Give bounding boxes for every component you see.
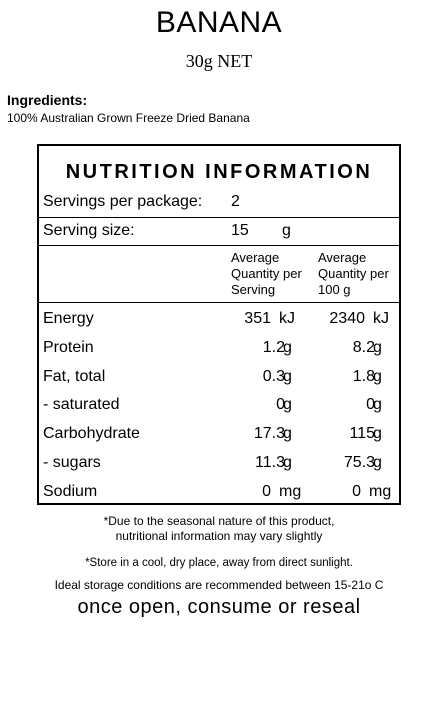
col-header-per-100g: Average Quantity per 100 g [318, 250, 389, 298]
reseal-instruction: once open, consume or reseal [77, 596, 361, 618]
ingredients-text: 100% Australian Grown Freeze Dried Banan… [7, 111, 250, 125]
per-serving-value: 11.3 [255, 454, 285, 471]
nutrient-label: - sugars [43, 454, 101, 471]
seasonal-note-line: *Due to the seasonal nature of this prod… [103, 514, 335, 528]
nutrient-label: - saturated [43, 396, 120, 413]
per-serving-unit: g [283, 454, 292, 471]
serving-size-value: 15 [231, 222, 249, 239]
product-name: BANANA [155, 6, 283, 39]
serving-size-label: Serving size: [43, 222, 135, 239]
per-100g-unit: g [373, 425, 382, 442]
per-100g-value: 75.3 [343, 454, 375, 471]
col-header-line: 100 g [318, 282, 351, 297]
ingredients-heading: Ingredients: [7, 92, 88, 108]
per-100g-unit: g [373, 396, 382, 413]
nutrition-panel: NUTRITION INFORMATION Servings per packa… [37, 144, 401, 505]
per-serving-unit: g [283, 368, 292, 385]
nutrient-label: Fat, total [43, 368, 106, 385]
col-header-per-serving: Average Quantity per Serving [231, 250, 302, 298]
seasonal-note: *Due to the seasonal nature of this prod… [0, 514, 438, 544]
per-serving-unit: g [283, 396, 292, 413]
divider [39, 302, 399, 303]
nutrient-label: Sodium [43, 483, 98, 500]
ideal-storage-note: Ideal storage conditions are recommended… [54, 578, 384, 592]
per-100g-value: 115 [349, 425, 375, 442]
nutrient-label: Carbohydrate [43, 425, 140, 442]
col-header-line: Average [231, 250, 280, 265]
nutrient-label: Energy [43, 310, 94, 327]
per-serving-unit: g [283, 339, 292, 356]
servings-label: Servings per package: [43, 193, 203, 210]
col-header-line: Average [318, 250, 367, 265]
seasonal-note-line: nutritional information may vary slightl… [115, 529, 323, 543]
serving-size-unit: g [282, 222, 291, 239]
col-header-line: Quantity per [318, 266, 389, 281]
per-serving-value: 1.2 [262, 339, 285, 356]
per-100g-value: 2340 [329, 310, 365, 327]
per-serving-unit: mg [279, 483, 302, 500]
per-100g-value: 0 [366, 396, 375, 413]
per-serving-unit: g [283, 425, 292, 442]
divider [39, 245, 399, 246]
per-serving-value: 17.3 [253, 425, 285, 442]
per-100g-unit: kJ [373, 310, 389, 327]
per-100g-unit: g [373, 454, 382, 471]
per-serving-value: 0 [276, 396, 285, 413]
panel-title: NUTRITION INFORMATION [65, 161, 373, 183]
col-header-line: Quantity per [231, 266, 302, 281]
per-100g-unit: g [373, 339, 382, 356]
per-serving-value: 0.3 [262, 368, 285, 385]
col-header-line: Serving [231, 282, 276, 297]
per-serving-value: 0 [262, 483, 271, 500]
divider [39, 217, 399, 218]
per-100g-value: 1.8 [352, 368, 375, 385]
per-100g-value: 8.2 [352, 339, 375, 356]
net-weight: 30g NET [185, 51, 253, 71]
storage-note: *Store in a cool, dry place, away from d… [85, 557, 353, 569]
per-100g-unit: g [373, 368, 382, 385]
per-100g-unit: mg [369, 483, 392, 500]
per-serving-value: 351 [244, 310, 271, 327]
servings-value: 2 [231, 193, 240, 210]
per-100g-value: 0 [352, 483, 361, 500]
per-serving-unit: kJ [279, 310, 295, 327]
nutrient-label: Protein [43, 339, 94, 356]
